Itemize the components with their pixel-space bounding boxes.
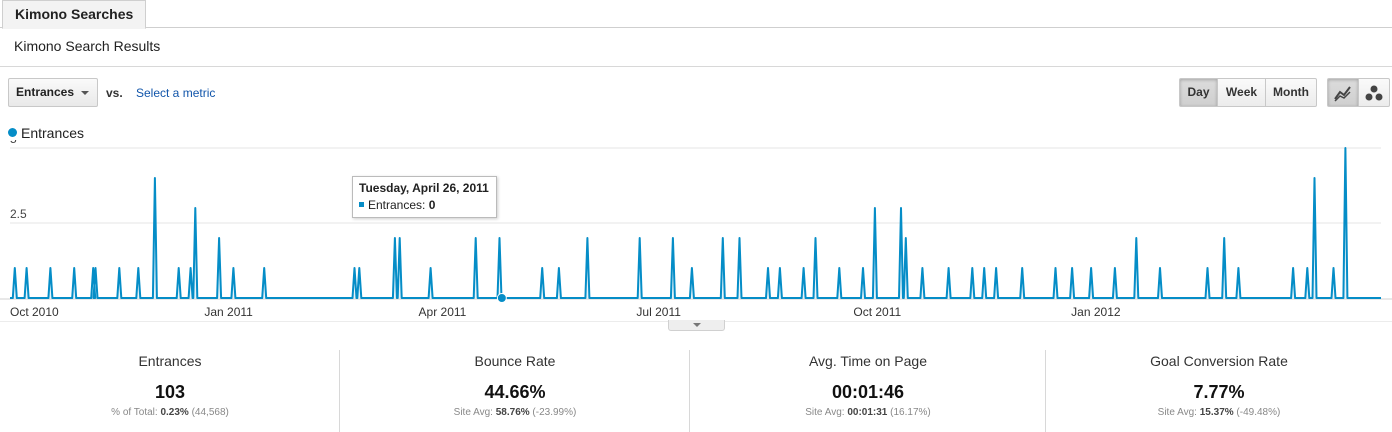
collapse-arrow-icon	[693, 323, 701, 327]
scorecard-avg-time: Avg. Time on Page 00:01:46 Site Avg: 00:…	[690, 344, 1046, 432]
x-tick-label: Jan 2012	[1071, 305, 1121, 319]
motion-chart-view-button[interactable]	[1358, 78, 1390, 107]
granularity-month-button[interactable]: Month	[1265, 78, 1317, 107]
scorecard-value: 7.77%	[1193, 382, 1245, 402]
tab-bar: Kimono Searches	[0, 0, 1392, 29]
scorecard-value: 00:01:46	[831, 382, 905, 402]
highlighted-data-point	[496, 293, 507, 303]
scorecard-sub-suffix: (16.17%)	[887, 407, 931, 418]
metric-dropdown-label: Entrances	[16, 85, 75, 99]
entrances-chart: 5 2.5 Oct 2010 Jan 2011 Apr 2011 Jul 2011 Oct …	[0, 140, 1392, 322]
x-tick-label: Oct 2011	[853, 305, 901, 319]
scorecards: Entrances 103 % of Total: 0.23% (44,568)…	[0, 344, 1392, 432]
x-tick-label: Oct 2010	[10, 305, 59, 319]
report-subtitle: Kimono Search Results	[14, 38, 161, 54]
series-line	[10, 147, 1381, 299]
select-metric-link[interactable]: Select a metric	[136, 86, 216, 100]
scorecard-sub-bold: 58.76%	[495, 407, 530, 418]
scorecard-sub-suffix: (44,568)	[188, 407, 229, 418]
scorecard-sub: % of Total: 0.23% (44,568)	[0, 407, 340, 418]
scorecard-label: Goal Conversion Rate	[1150, 353, 1288, 369]
x-tick-label: Jan 2011	[204, 305, 253, 319]
tooltip-label: Entrances:	[368, 198, 426, 212]
chart-tooltip: Tuesday, April 26, 2011 Entrances: 0	[352, 176, 497, 218]
y-tick-label: 2.5	[10, 207, 27, 221]
tooltip-row: Entrances: 0	[359, 198, 490, 212]
tab-kimono-searches[interactable]: Kimono Searches	[2, 0, 147, 29]
scorecard-value: 44.66%	[484, 382, 546, 402]
scorecard-sub-prefix: Site Avg:	[453, 407, 496, 418]
granularity-day-button[interactable]: Day	[1179, 78, 1218, 107]
legend-dot-icon	[8, 128, 17, 137]
chevron-down-icon	[81, 91, 89, 95]
line-chart-view-button[interactable]	[1327, 78, 1359, 107]
collapse-chart-handle[interactable]	[668, 320, 725, 331]
scorecard-sub-suffix: (-49.48%)	[1233, 407, 1281, 418]
scorecard-bounce-rate: Bounce Rate 44.66% Site Avg: 58.76% (-23…	[340, 344, 690, 432]
scorecard-label: Entrances	[138, 353, 202, 369]
scorecard-divider	[339, 350, 340, 432]
granularity-week-button[interactable]: Week	[1217, 78, 1266, 107]
motion-chart-icon	[1365, 85, 1383, 101]
line-chart-icon	[1334, 86, 1351, 102]
scorecard-entrances: Entrances 103 % of Total: 0.23% (44,568)	[0, 344, 340, 432]
scorecard-divider	[1045, 350, 1046, 432]
metric-dropdown[interactable]: Entrances	[8, 78, 98, 107]
scorecard-label: Avg. Time on Page	[808, 353, 928, 369]
scorecard-sub: Site Avg: 00:01:31 (16.17%)	[690, 407, 1046, 418]
divider	[0, 66, 1392, 67]
scorecard-divider	[689, 350, 690, 432]
scorecard-sub-bold: 15.37%	[1199, 407, 1234, 418]
chart-legend: Entrances	[8, 125, 84, 141]
vs-label: vs.	[106, 86, 123, 100]
scorecard-sub-bold: 0.23%	[160, 407, 189, 418]
scorecard-sub-prefix: Site Avg:	[1157, 407, 1200, 418]
scorecard-sub-bold: 00:01:31	[847, 407, 888, 418]
tooltip-series-icon	[359, 202, 364, 207]
scorecard-sub: Site Avg: 58.76% (-23.99%)	[340, 407, 690, 418]
scorecard-label: Bounce Rate	[474, 353, 556, 369]
scorecard-value: 103	[154, 382, 186, 402]
legend-label: Entrances	[21, 125, 85, 141]
y-tick-label: 5	[10, 140, 17, 146]
x-tick-label: Apr 2011	[419, 305, 467, 319]
scorecard-sub: Site Avg: 15.37% (-49.48%)	[1046, 407, 1392, 418]
scorecard-goal-conversion: Goal Conversion Rate 7.77% Site Avg: 15.…	[1046, 344, 1392, 432]
tooltip-date: Tuesday, April 26, 2011	[359, 181, 489, 195]
scorecard-sub-prefix: % of Total:	[111, 407, 161, 418]
scorecard-sub-suffix: (-23.99%)	[529, 407, 577, 418]
scorecard-sub-prefix: Site Avg:	[805, 407, 848, 418]
tooltip-value: 0	[428, 198, 436, 212]
x-tick-label: Jul 2011	[636, 305, 681, 319]
